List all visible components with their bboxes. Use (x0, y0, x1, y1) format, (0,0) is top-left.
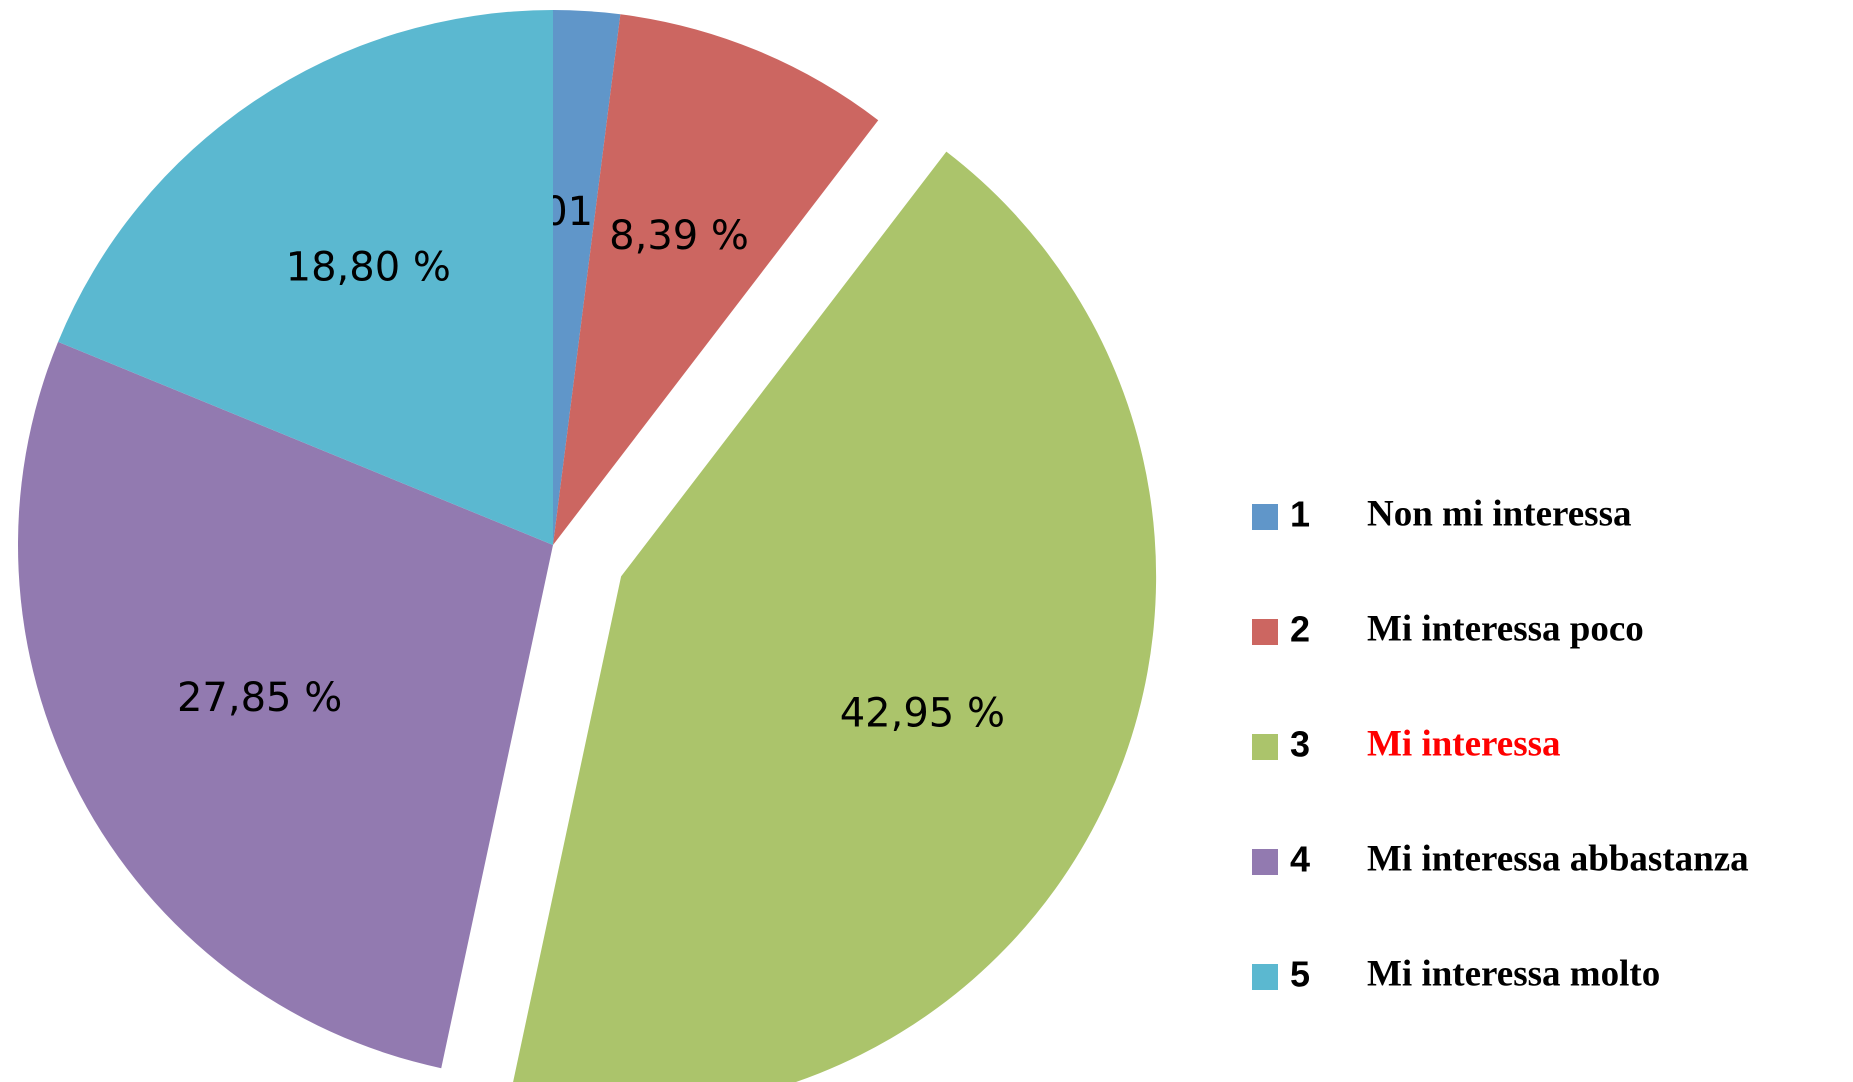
legend-swatch (1252, 734, 1278, 760)
legend-label: Mi interessa (1367, 723, 1561, 764)
legend-swatch (1252, 849, 1278, 875)
legend-label: Mi interessa molto (1367, 953, 1660, 994)
legend-swatch (1252, 619, 1278, 645)
legend-code: 1 (1290, 494, 1310, 535)
legend-code: 3 (1290, 724, 1310, 765)
legend-swatch (1252, 964, 1278, 990)
legend-code: 2 (1290, 609, 1310, 650)
data-label: 27,85 % (177, 675, 342, 721)
legend-code: 4 (1290, 839, 1310, 880)
pie-slice (18, 341, 554, 1069)
data-label: 8,39 % (609, 213, 749, 259)
data-label: 42,95 % (840, 690, 1005, 736)
data-label: 18,80 % (286, 244, 451, 290)
legend-code: 5 (1290, 954, 1310, 995)
legend-label: Mi interessa poco (1367, 608, 1644, 649)
legend-swatch (1252, 504, 1278, 530)
pie-slice (58, 10, 554, 545)
legend-label: Non mi interessa (1367, 493, 1631, 534)
pie-slice (553, 10, 621, 545)
legend-label: Mi interessa abbastanza (1367, 838, 1749, 879)
pie-slice (513, 151, 1157, 1082)
pie-slice (553, 14, 879, 546)
